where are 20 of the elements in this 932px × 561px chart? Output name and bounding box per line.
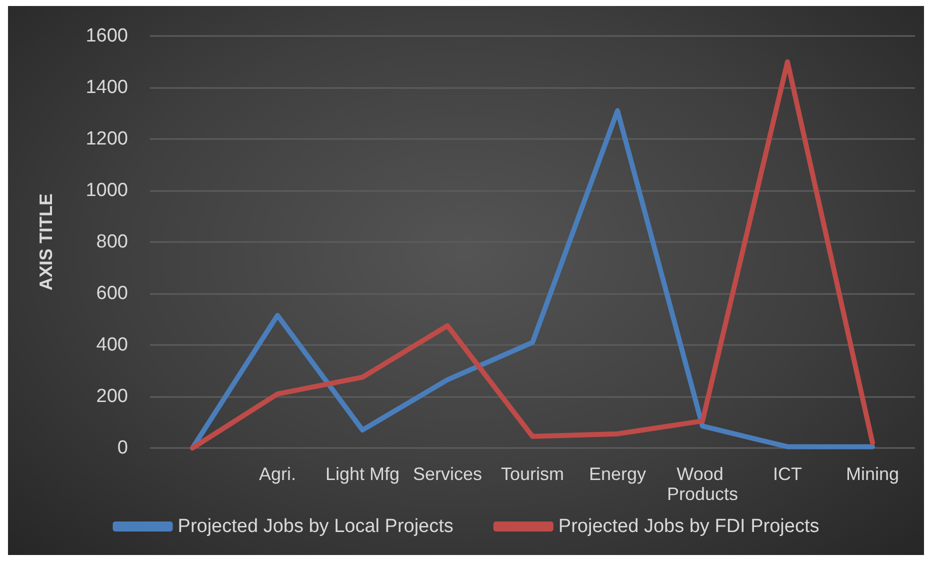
y-tick-label: 800 — [96, 232, 128, 252]
x-tick-label: Agri. — [258, 464, 296, 484]
x-tick-label: Energy — [588, 464, 646, 484]
x-tick-label: Services — [412, 464, 482, 484]
y-tick-label: 0 — [117, 438, 128, 458]
x-tick-label: Light Mfg — [325, 464, 400, 484]
y-tick-label: 400 — [96, 334, 128, 356]
y-tick-label: 600 — [96, 283, 128, 304]
y-tick-label: 200 — [96, 386, 128, 407]
x-tick-label: Tourism — [500, 464, 564, 484]
y-axis-title: AXIS TITLE — [36, 193, 56, 291]
x-tick-label: ICT — [773, 464, 802, 484]
y-tick-label: 1000 — [86, 180, 128, 201]
legend-label: Projected Jobs by FDI Projects — [558, 516, 820, 537]
y-tick-label: 1200 — [86, 128, 128, 150]
x-tick-label: Wood Products — [666, 464, 738, 504]
legend-label: Projected Jobs by Local Projects — [178, 516, 454, 537]
x-tick-label: Mining — [846, 464, 900, 484]
y-tick-label: 1400 — [86, 77, 128, 98]
y-tick-label: 1600 — [86, 26, 128, 46]
